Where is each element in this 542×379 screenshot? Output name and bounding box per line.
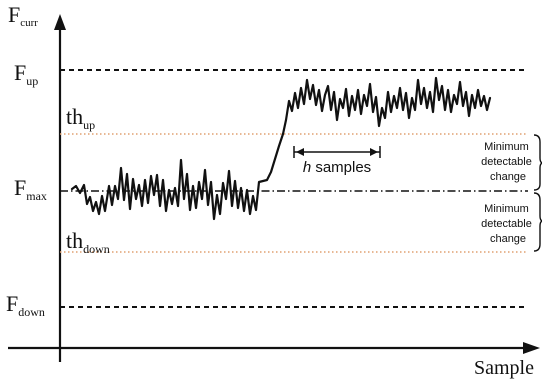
lower-change-label: Minimum detectable change: [481, 203, 535, 245]
y-axis-label-main: F: [8, 2, 20, 27]
f-max-label-main: F: [14, 175, 26, 200]
x-axis-label: Sample: [474, 357, 534, 379]
f-down-label: Fdown: [6, 291, 45, 319]
y-axis-arrow-icon: [54, 14, 66, 30]
f-down-label-sub: down: [18, 305, 45, 319]
upper-change-line-2: detectable: [481, 156, 532, 168]
upper-change-line-3: change: [490, 171, 526, 183]
th-down-label: thdown: [66, 228, 110, 256]
h-samples-left-arrow-icon: [296, 148, 304, 156]
lower-change-bracket-icon: [533, 192, 542, 252]
f-up-label: Fup: [14, 60, 38, 88]
lower-change-line-2: detectable: [481, 218, 532, 230]
upper-change-bracket-icon: [533, 134, 542, 191]
th-down-label-sub: down: [83, 242, 110, 256]
x-axis-arrow-icon: [523, 342, 540, 354]
th-up-label: thup: [66, 104, 95, 132]
y-axis-label-sub: curr: [20, 17, 38, 29]
h-samples-italic: h: [303, 159, 311, 176]
upper-change-line-1: Minimum: [484, 141, 529, 153]
f-max-label: Fmax: [14, 175, 47, 203]
h-samples-right-arrow-icon: [370, 148, 378, 156]
lower-change-line-1: Minimum: [484, 203, 529, 215]
h-samples-rest: samples: [311, 159, 371, 176]
signal-trace: [70, 76, 492, 221]
f-up-label-main: F: [14, 60, 26, 85]
y-axis-label: Fcurr: [8, 2, 38, 29]
th-down-label-main: th: [66, 228, 83, 253]
th-up-label-sub: up: [83, 118, 95, 132]
lower-change-line-3: change: [490, 233, 526, 245]
h-samples-label: h samples: [303, 159, 371, 176]
f-up-label-sub: up: [26, 74, 38, 88]
upper-change-label: Minimum detectable change: [481, 141, 535, 183]
f-max-label-sub: max: [26, 189, 47, 203]
th-up-label-main: th: [66, 104, 83, 129]
f-down-label-main: F: [6, 291, 18, 316]
